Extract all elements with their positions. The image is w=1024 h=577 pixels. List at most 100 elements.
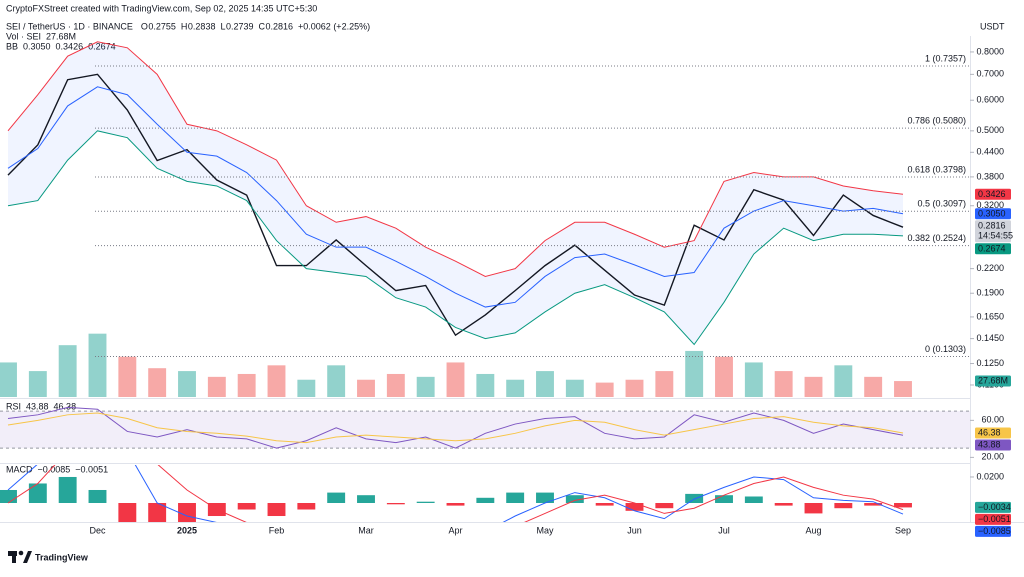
histogram-bar (804, 503, 823, 514)
fib-label: 0.786 (0.5080) (907, 116, 966, 126)
histogram-bar (595, 503, 614, 506)
price-tag-label: 43.88 (978, 440, 1001, 450)
x-tick-label: Jul (718, 525, 730, 535)
volume-bar (237, 373, 256, 397)
price-tag (975, 501, 1011, 513)
currency: USDT (980, 21, 1005, 31)
legend-text: 0.2755 (148, 21, 176, 31)
price-tag-label: 46.38 (978, 428, 1001, 438)
price-tag (975, 188, 1011, 200)
x-tick-label: 2025 (177, 525, 197, 535)
x-tick-label: Aug (805, 525, 821, 535)
panel (0, 406, 970, 449)
x-tick-label: Dec (89, 525, 106, 535)
price-tag (975, 208, 1011, 220)
volume-bar (685, 350, 704, 397)
legend-text: 0.2674 (88, 41, 116, 51)
volume-bar (834, 365, 853, 397)
price-tag-label: −0.0034 (978, 502, 1011, 512)
brand-logo (8, 550, 32, 563)
volume-bar (148, 368, 167, 397)
price-tag-label: 0.2816 (978, 220, 1006, 230)
series-line (7, 86, 904, 308)
price-tag-label: 0.2674 (978, 243, 1006, 253)
price-tag (975, 427, 1011, 439)
price-tag-label: −0.0051 (978, 514, 1011, 524)
legend-text: O (141, 21, 148, 31)
y-tick-label: 60.00 (981, 415, 1004, 425)
legend-text: 27.68M (46, 31, 76, 41)
band-area (8, 41, 903, 345)
series-line (7, 41, 904, 277)
histogram-bar (774, 503, 793, 506)
histogram-bar (237, 503, 256, 510)
histogram-bar (625, 503, 644, 511)
price-tag (975, 439, 1011, 451)
histogram-bar (28, 483, 47, 503)
legend-text: 0.3426 (56, 41, 84, 51)
y-tick-label: 0.1650 (976, 311, 1004, 321)
legend-text: 0.2739 (226, 21, 254, 31)
legend-text: C (259, 21, 266, 31)
histogram-bar (118, 503, 137, 522)
volume-bar (715, 356, 733, 397)
countdown-label: 14:54:55 (978, 231, 1013, 241)
price-tag-label: −0.0085 (978, 526, 1011, 536)
volume-bar (894, 381, 912, 397)
histogram-bar (685, 493, 704, 503)
y-tick-label: 0.2200 (976, 263, 1004, 273)
volume-bar (625, 379, 644, 397)
histogram-bar (327, 492, 346, 503)
volume-bar (267, 365, 286, 397)
histogram-bar (894, 503, 912, 508)
histogram-bar (715, 495, 733, 503)
histogram-bar (58, 476, 77, 503)
volume-bar (357, 379, 375, 397)
legend-text: RSI (6, 401, 21, 411)
x-tick-label: Feb (269, 525, 285, 535)
legend-text: 0.2816 (266, 21, 294, 31)
volume-bar (118, 356, 137, 397)
legend-text: −0.0051 (75, 464, 108, 474)
price-tag (975, 525, 1011, 537)
volume-bar (864, 376, 883, 397)
fib-label: 1 (0.7357) (925, 53, 966, 63)
y-tick-label: 0.8000 (976, 46, 1004, 56)
volume-bar (178, 371, 196, 397)
fib-label: 0.382 (0.2524) (907, 233, 966, 243)
volume-bar (595, 382, 614, 397)
legend-text: H (181, 21, 188, 31)
fib-label: 0.618 (0.3798) (907, 164, 966, 174)
legend-text: −0.0085 (38, 464, 71, 474)
band-fill (0, 411, 970, 449)
volume-bar (565, 379, 584, 397)
y-tick-label: 0.1250 (976, 358, 1004, 368)
legend-text: +0.0062 (+2.25%) (298, 21, 370, 31)
volume-bar (744, 362, 763, 397)
histogram-bar (834, 503, 853, 509)
histogram-bar (357, 495, 375, 503)
volume-bar (446, 362, 465, 397)
x-tick-label: Apr (448, 525, 462, 535)
legend-text: 0.3050 (23, 41, 51, 51)
y-tick-label: 0.3200 (976, 200, 1004, 210)
y-tick-label: 0.1450 (976, 333, 1004, 343)
y-tick-label: 0.6000 (976, 95, 1004, 105)
series-line (7, 130, 904, 346)
x-tick-label: Jun (627, 525, 642, 535)
fib-label: 0 (0.1303) (925, 344, 966, 354)
histogram-bar (744, 496, 763, 503)
x-tick-label: Mar (358, 525, 374, 535)
price-tag (975, 375, 1011, 387)
histogram-bar (655, 503, 674, 509)
price-tag-label: 27.68M (978, 376, 1008, 386)
volume-bar (207, 376, 226, 397)
histogram-bar (297, 503, 316, 510)
volume-bar (58, 345, 77, 397)
volume-bar (804, 376, 823, 397)
y-tick-label: 0.5000 (976, 125, 1004, 135)
volume-bar (506, 379, 525, 397)
volume-bar (88, 333, 107, 397)
watermark: CryptoFXStreet created with TradingView.… (6, 3, 317, 13)
